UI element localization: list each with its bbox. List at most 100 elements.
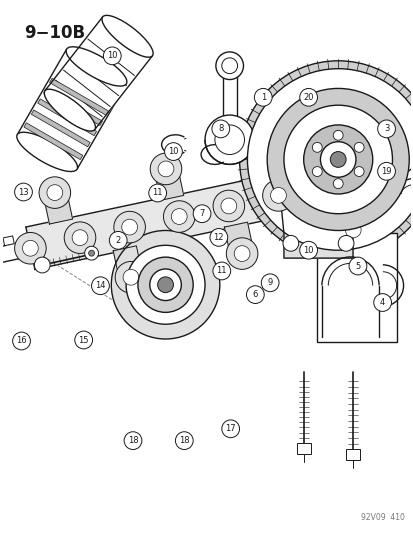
Circle shape: [213, 190, 244, 222]
Circle shape: [226, 238, 257, 269]
Circle shape: [175, 432, 193, 449]
Polygon shape: [154, 166, 183, 200]
Circle shape: [91, 277, 109, 295]
Ellipse shape: [44, 89, 95, 131]
Circle shape: [268, 138, 284, 153]
Circle shape: [311, 169, 343, 200]
Polygon shape: [278, 184, 357, 258]
Circle shape: [193, 205, 211, 223]
Circle shape: [148, 184, 166, 202]
Circle shape: [299, 88, 317, 106]
Text: 92V09  410: 92V09 410: [361, 513, 404, 521]
Text: 3: 3: [383, 124, 388, 133]
Circle shape: [14, 183, 32, 201]
Circle shape: [85, 246, 98, 260]
Circle shape: [320, 142, 355, 177]
Circle shape: [369, 166, 385, 182]
Circle shape: [150, 153, 181, 185]
FancyBboxPatch shape: [24, 123, 83, 159]
Circle shape: [126, 245, 204, 324]
Circle shape: [234, 246, 249, 262]
Circle shape: [221, 420, 239, 438]
Circle shape: [261, 130, 292, 161]
Circle shape: [266, 88, 408, 230]
Circle shape: [215, 52, 243, 79]
Text: 11: 11: [152, 189, 163, 198]
Text: 13: 13: [18, 188, 29, 197]
FancyBboxPatch shape: [50, 78, 108, 115]
Text: 6: 6: [252, 290, 257, 299]
Text: 10: 10: [107, 51, 117, 60]
Text: 15: 15: [78, 335, 89, 344]
FancyBboxPatch shape: [38, 99, 96, 136]
Circle shape: [373, 294, 391, 311]
Circle shape: [164, 143, 182, 160]
Text: 7: 7: [199, 209, 204, 218]
Text: 8: 8: [218, 124, 223, 133]
Circle shape: [221, 58, 237, 74]
Text: 12: 12: [213, 233, 223, 242]
Circle shape: [354, 167, 363, 176]
Circle shape: [103, 47, 121, 64]
Circle shape: [299, 241, 317, 259]
Circle shape: [138, 257, 193, 312]
Circle shape: [64, 222, 95, 254]
Circle shape: [377, 120, 394, 138]
Circle shape: [212, 262, 230, 280]
Circle shape: [221, 198, 236, 214]
Circle shape: [303, 125, 372, 194]
Text: 9−10B: 9−10B: [24, 25, 85, 42]
Circle shape: [75, 331, 93, 349]
Circle shape: [72, 230, 88, 246]
Circle shape: [204, 115, 254, 164]
Circle shape: [354, 142, 363, 152]
Circle shape: [158, 161, 173, 177]
Circle shape: [311, 142, 321, 152]
Polygon shape: [224, 222, 253, 256]
Circle shape: [123, 269, 138, 285]
Text: 19: 19: [380, 167, 391, 176]
Circle shape: [311, 167, 321, 176]
Text: 10: 10: [168, 147, 178, 156]
Circle shape: [211, 120, 229, 138]
Polygon shape: [26, 153, 381, 270]
Circle shape: [157, 277, 173, 293]
Circle shape: [114, 211, 145, 243]
Circle shape: [377, 163, 394, 180]
FancyBboxPatch shape: [316, 233, 396, 342]
Ellipse shape: [66, 47, 127, 86]
Circle shape: [270, 188, 286, 203]
Polygon shape: [45, 17, 152, 130]
FancyBboxPatch shape: [296, 442, 310, 455]
Polygon shape: [113, 246, 142, 280]
Polygon shape: [43, 190, 72, 224]
Circle shape: [34, 257, 50, 273]
Circle shape: [330, 151, 345, 167]
FancyBboxPatch shape: [17, 49, 126, 169]
Text: 9: 9: [267, 278, 272, 287]
Circle shape: [209, 229, 227, 246]
Circle shape: [261, 274, 278, 292]
Circle shape: [282, 236, 298, 251]
Circle shape: [262, 180, 294, 211]
Circle shape: [246, 286, 263, 303]
Circle shape: [22, 240, 38, 256]
Text: 5: 5: [354, 262, 360, 271]
Text: 18: 18: [178, 436, 189, 445]
Ellipse shape: [17, 132, 77, 172]
Text: 20: 20: [303, 93, 313, 102]
FancyBboxPatch shape: [43, 88, 102, 125]
Circle shape: [348, 257, 366, 275]
Circle shape: [239, 61, 413, 258]
Circle shape: [332, 179, 342, 189]
Circle shape: [14, 232, 46, 264]
Circle shape: [163, 201, 195, 232]
Circle shape: [124, 432, 142, 449]
Circle shape: [337, 214, 368, 246]
Circle shape: [254, 88, 271, 106]
Circle shape: [39, 177, 71, 208]
Circle shape: [109, 231, 127, 249]
Text: 4: 4: [379, 298, 385, 307]
FancyBboxPatch shape: [31, 110, 90, 147]
Circle shape: [214, 125, 244, 155]
